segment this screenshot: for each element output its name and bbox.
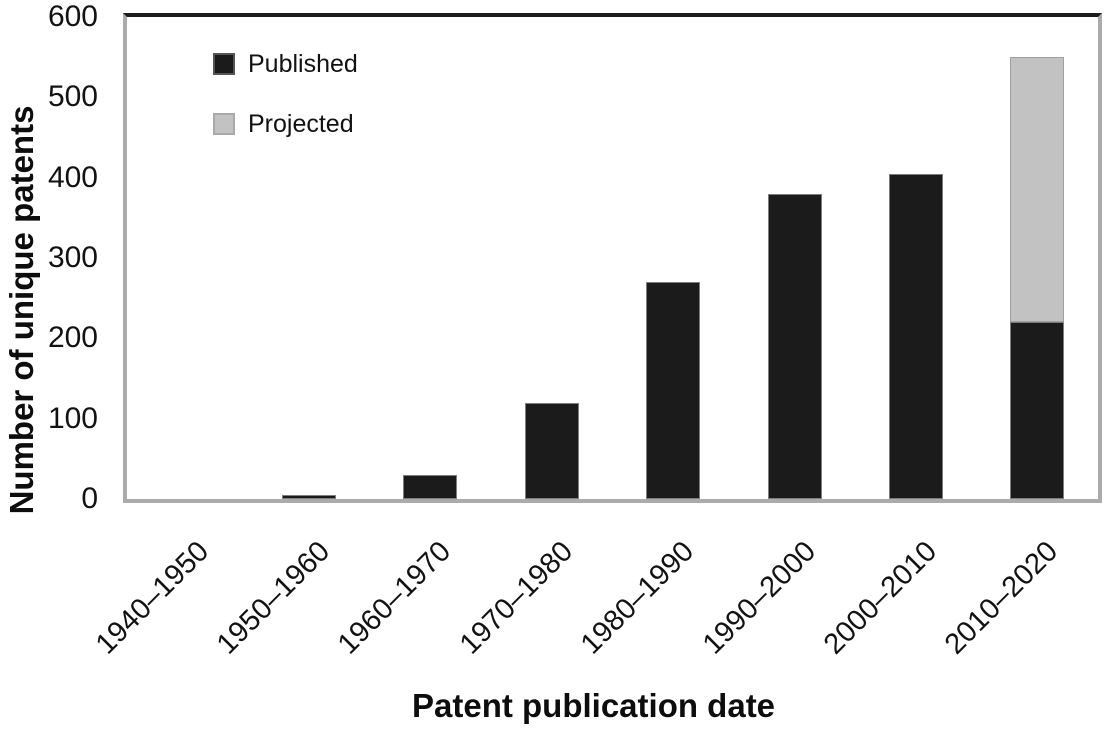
bar-published-1980-1990 [646, 282, 700, 499]
legend-swatch-published-icon [213, 53, 235, 75]
bar-published-1960-1970 [403, 475, 457, 499]
x-axis-title: Patent publication date [412, 687, 776, 724]
legend-swatch-projected-icon [213, 113, 235, 135]
x-tick-label-1940-1950: 1940–1950 [89, 535, 215, 661]
x-tick-label-2000-2010: 2000–2010 [817, 535, 943, 661]
bar-published-1970-1980 [525, 403, 579, 499]
legend-label-published: Published [248, 49, 358, 78]
x-tick-label-1990-2000: 1990–2000 [696, 535, 822, 661]
bar-stack-2010-2020 [1010, 57, 1064, 499]
bar-stack-2000-2010 [889, 174, 943, 499]
y-tick-label-200: 200 [47, 321, 98, 354]
legend-label-projected: Projected [248, 109, 354, 138]
bar-published-1950-1960 [282, 495, 336, 499]
bar-published-1990-2000 [768, 194, 822, 499]
y-tick-label-0: 0 [81, 482, 98, 515]
legend-item-published: Published [213, 49, 358, 78]
x-tick-label-1950-1960: 1950–1960 [210, 535, 336, 661]
bar-projected-2010-2020 [1010, 57, 1064, 322]
y-tick-label-400: 400 [47, 161, 98, 194]
bar-published-2000-2010 [889, 174, 943, 499]
y-tick-label-600: 600 [47, 0, 98, 33]
bar-stack-1960-1970 [403, 475, 457, 499]
legend-item-projected: Projected [213, 109, 354, 138]
bar-stack-1980-1990 [646, 282, 700, 499]
y-tick-label-500: 500 [47, 80, 98, 113]
x-tick-label-1960-1970: 1960–1970 [331, 535, 457, 661]
y-tick-label-300: 300 [47, 241, 98, 274]
bar-stack-1970-1980 [525, 403, 579, 499]
bars-container [127, 17, 1098, 499]
bar-published-2010-2020 [1010, 322, 1064, 499]
bar-stack-1990-2000 [768, 194, 822, 499]
x-tick-label-1980-1990: 1980–1990 [574, 535, 700, 661]
bar-stack-1950-1960 [282, 495, 336, 499]
x-tick-label-2010-2020: 2010–2020 [938, 535, 1064, 661]
plot-area [123, 13, 1102, 503]
y-tick-label-100: 100 [47, 402, 98, 435]
x-tick-label-1970-1980: 1970–1980 [453, 535, 579, 661]
